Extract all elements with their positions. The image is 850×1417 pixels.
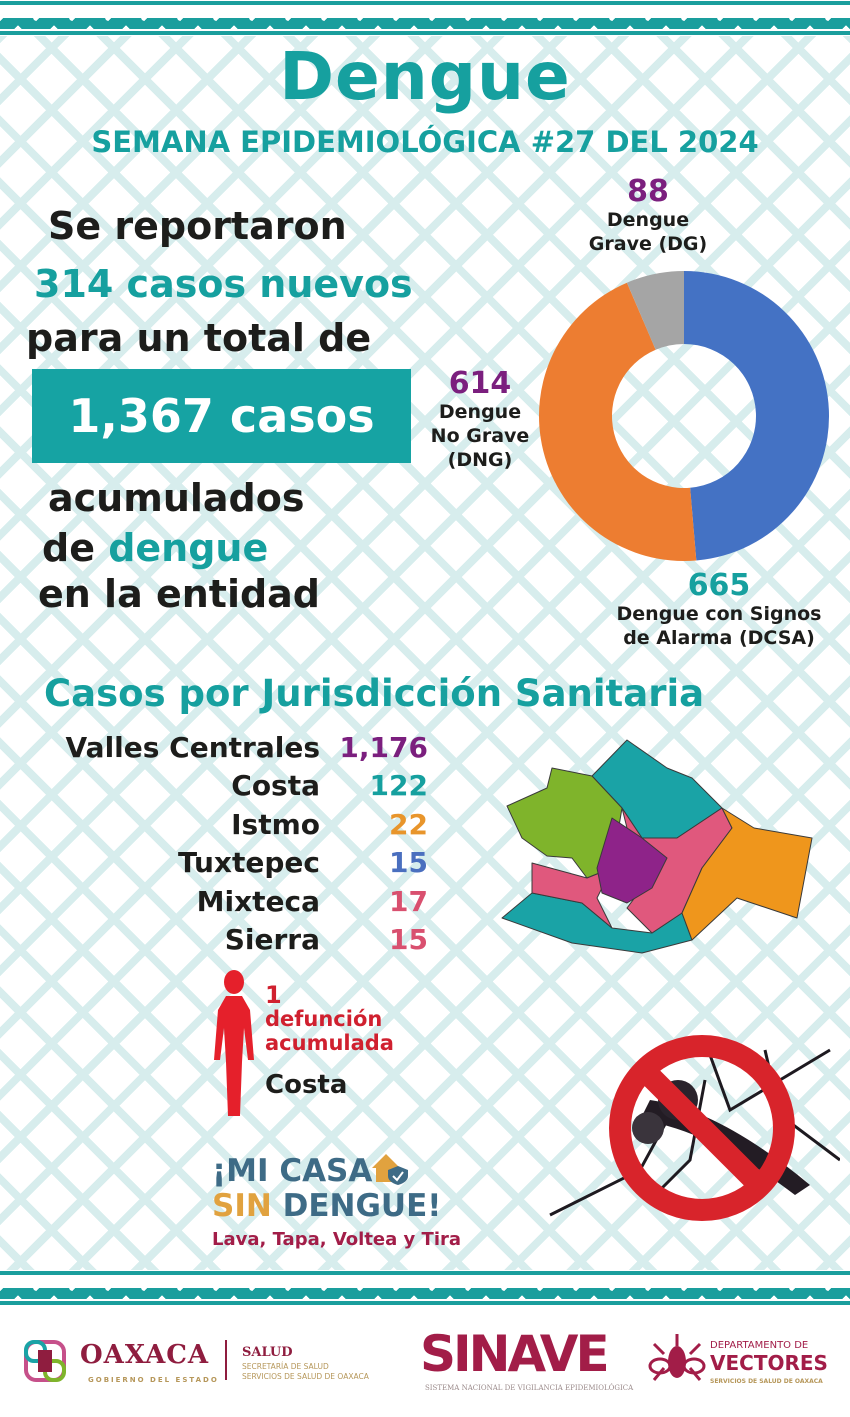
page-title: Dengue xyxy=(279,38,571,115)
logo-divider xyxy=(225,1340,227,1380)
jurisdiction-value: 17 xyxy=(389,884,428,918)
campaign-tagline: Lava, Tapa, Voltea y Tira xyxy=(212,1229,462,1250)
dg-label-line-2: Grave (DG) xyxy=(588,233,708,255)
oaxaca-jurisdictions-map xyxy=(501,739,813,954)
top-ornamental-border xyxy=(0,0,850,36)
donut-slice xyxy=(684,271,829,561)
donut-label-dng: 614 Dengue No Grave (DNG) xyxy=(420,368,540,472)
footer-logos xyxy=(0,1306,850,1417)
oaxaca-logo-text: OAXACA xyxy=(80,1340,210,1370)
table-row: Tuxtepec 15 xyxy=(30,844,430,883)
jurisdictions-table: Valles Centrales 1,176 Costa 122 Istmo 22 T… xyxy=(30,728,430,959)
table-row: Costa 122 xyxy=(30,767,430,806)
jurisdiction-name: Sierra xyxy=(224,923,320,957)
bottom-ornamental-border xyxy=(0,1270,850,1306)
jurisdiction-value: 1,176 xyxy=(339,730,428,764)
jurisdiction-value: 15 xyxy=(389,846,428,880)
jurisdiction-name: Istmo xyxy=(231,807,320,841)
vectores-logo-line-3: SERVICIOS DE SALUD DE OAXACA xyxy=(710,1378,823,1385)
oaxaca-emblem-icon xyxy=(24,1340,66,1382)
vectores-logo-line-2: VECTORES xyxy=(710,1351,828,1375)
table-row: Istmo 22 xyxy=(30,805,430,844)
campaign-line-2: SIN DENGUE! xyxy=(212,1188,441,1224)
jurisdiction-name: Tuxtepec xyxy=(177,846,320,880)
sinave-logo-text: SINAVE xyxy=(420,1325,610,1383)
summary-line-3: para un total de xyxy=(26,316,372,360)
summary-line-5: de dengue xyxy=(42,522,268,574)
summary-line-5-prefix: de xyxy=(42,526,109,570)
vector-insect-icon xyxy=(648,1334,706,1381)
jurisdiction-name: Valles Centrales xyxy=(65,730,320,764)
jurisdiction-name: Mixteca xyxy=(196,884,320,918)
salud-subtitle-line-1: SECRETARÍA DE SALUD xyxy=(242,1362,329,1371)
jurisdiction-name: Costa xyxy=(231,769,320,803)
death-location: Costa xyxy=(265,1070,348,1100)
no-mosquito-icon xyxy=(549,1035,840,1221)
jurisdictions-title: Casos por Jurisdicción Sanitaria xyxy=(44,672,705,715)
death-summary: 1 defunción acumulada xyxy=(265,983,394,1055)
house-shield-icon xyxy=(372,1154,408,1185)
dng-value: 614 xyxy=(448,366,512,401)
dng-label-line-3: (DNG) xyxy=(447,449,513,471)
dg-value: 88 xyxy=(627,174,669,209)
vectores-logo-line-1: DEPARTAMENTO DE xyxy=(710,1340,809,1351)
salud-subtitle-line-2: SERVICIOS DE SALUD DE OAXACA xyxy=(242,1372,369,1381)
donut-label-dcsa: 665 Dengue con Signos de Alarma (DCSA) xyxy=(594,570,844,650)
campaign-line-1: ¡MI CASA xyxy=(212,1153,373,1189)
female-silhouette-icon xyxy=(214,970,254,1116)
salud-logo-text: SALUD xyxy=(242,1345,293,1360)
table-row: Mixteca 17 xyxy=(30,882,430,921)
oaxaca-logo-subtitle: GOBIERNO DEL ESTADO xyxy=(88,1376,219,1384)
dcsa-label-line-1: Dengue con Signos xyxy=(616,603,822,625)
death-count: 1 xyxy=(265,981,282,1009)
dng-label-line-1: Dengue xyxy=(438,401,522,423)
summary-line-5-highlight: dengue xyxy=(108,526,269,570)
campaign-line-2-rest: DENGUE! xyxy=(271,1188,442,1224)
table-row: Valles Centrales 1,176 xyxy=(30,728,430,767)
donut-slice xyxy=(539,282,697,561)
death-label-2: acumulada xyxy=(265,1031,394,1055)
summary-line-6: en la entidad xyxy=(38,572,321,616)
jurisdiction-value: 122 xyxy=(369,769,428,803)
jurisdiction-value: 22 xyxy=(389,807,428,841)
case-type-donut-chart xyxy=(539,271,829,561)
death-label-1: defunción xyxy=(265,1007,383,1031)
salud-logo-subtitle: SECRETARÍA DE SALUD SERVICIOS DE SALUD D… xyxy=(242,1362,369,1382)
dcsa-label-line-2: de Alarma (DCSA) xyxy=(623,627,815,649)
donut-label-dg: 88 Dengue Grave (DG) xyxy=(568,176,728,256)
page-subtitle: SEMANA EPIDEMIOLÓGICA #27 DEL 2024 xyxy=(91,125,759,159)
table-row: Sierra 15 xyxy=(30,921,430,960)
jurisdiction-value: 15 xyxy=(389,923,428,957)
summary-line-1: Se reportaron xyxy=(48,204,347,248)
dng-label-line-2: No Grave xyxy=(430,425,530,447)
total-cases-box: 1,367 casos xyxy=(32,369,411,463)
donut-slice xyxy=(626,271,684,350)
summary-line-4: acumulados xyxy=(48,476,305,520)
diamond-pattern-background xyxy=(0,34,850,1272)
dcsa-value: 665 xyxy=(687,568,751,603)
map-region-istmo xyxy=(681,807,813,941)
campaign-line-2-highlight: SIN xyxy=(212,1188,272,1224)
map-region-valles-centrales xyxy=(596,817,668,904)
dg-label-line-1: Dengue xyxy=(606,209,690,231)
summary-new-cases: 314 casos nuevos xyxy=(34,262,413,306)
sinave-logo-subtitle: SISTEMA NACIONAL DE VIGILANCIA EPIDEMIOL… xyxy=(425,1384,634,1392)
